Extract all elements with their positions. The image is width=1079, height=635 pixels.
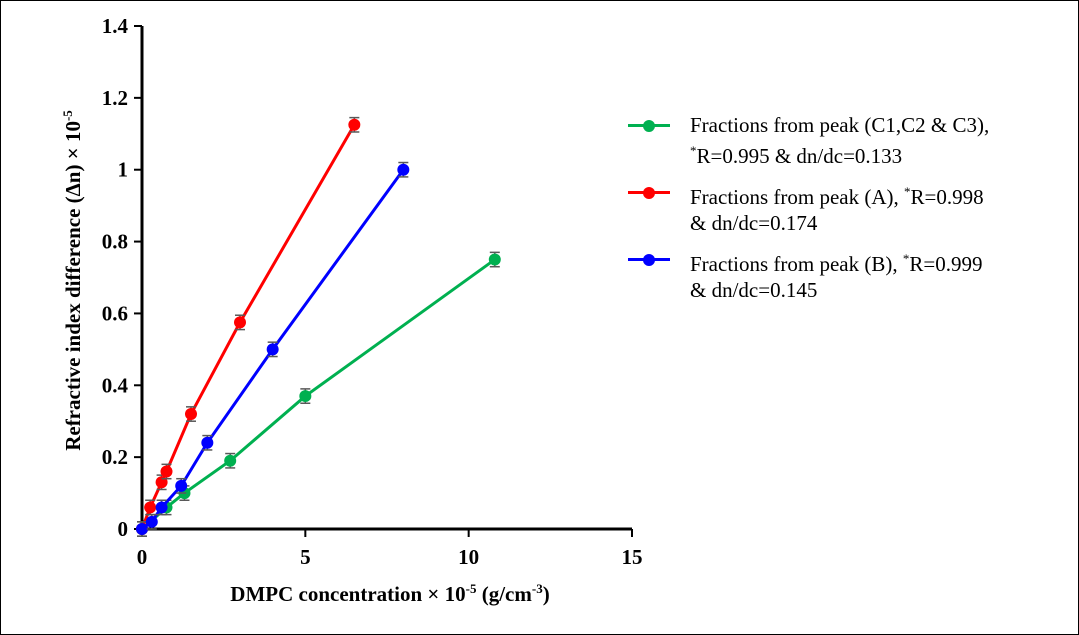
y-tick-label: 0.2 [102,445,128,469]
data-point [488,253,501,266]
legend-text-a: Fractions from peak (A), *R=0.998 & dn/d… [690,179,1068,236]
y-tick-label: 0.8 [102,230,128,254]
x-axis-title-unit-exp: -3 [532,581,543,596]
series-b [136,161,410,537]
legend-swatch-red [628,186,670,199]
data-point [234,316,246,329]
legend-c-asterisk: * [690,143,697,158]
data-point [136,523,148,535]
data-point [299,390,312,403]
data-point [145,515,158,528]
legend-text-c: Fractions from peak (C1,C2 & C3), *R=0.9… [690,112,1068,169]
y-axis-title: Refractive index difference (Δn) × 10-5 [60,110,85,451]
series-c-line [141,258,496,531]
legend-marker-green [643,119,655,132]
x-axis-title: DMPC concentration × 10-5 (g/cm-3) [230,581,549,606]
x-axis-title-unit: (g/cm [476,582,532,606]
legend-a-line2: & dn/dc=0.174 [690,211,818,235]
data-point [348,118,361,131]
data-point [185,408,197,421]
legend-marker-blue [643,253,655,266]
series-c [136,251,501,537]
y-tick-label: 1.2 [102,86,128,110]
legend-marker-red [643,186,655,199]
x-tick-label: 5 [300,545,311,569]
series-a-line [140,124,356,530]
legend-swatch-blue [628,253,670,266]
data-point [160,465,173,478]
legend-item-b: Fractions from peak (B), *R=0.999 & dn/d… [628,246,1068,303]
x-axis-title-main: DMPC concentration × 10 [230,582,465,606]
legend-b-line1: Fractions from peak (B), [690,252,903,276]
y-ticks: 0 0.2 0.4 0.6 0.8 1 1.2 1.4 [102,14,142,541]
y-tick-label: 0 [118,517,129,541]
x-ticks: 0 5 10 15 [137,529,643,569]
legend-item-c: Fractions from peak (C1,C2 & C3), *R=0.9… [628,112,1068,169]
legend-text-b: Fractions from peak (B), *R=0.999 & dn/d… [690,246,1068,303]
legend-a-r: R=0.998 [910,185,984,209]
legend-item-a: Fractions from peak (A), *R=0.998 & dn/d… [628,179,1068,236]
x-tick-label: 10 [458,545,479,569]
legend-swatch-green [628,119,670,132]
data-point [224,454,237,467]
legend-c-line2: R=0.995 & dn/dc=0.133 [696,144,903,168]
series-layer [136,116,501,537]
y-tick-label: 0.6 [102,301,128,325]
x-tick-label: 15 [622,545,643,569]
x-axis-title-unit-close: ) [543,582,550,606]
data-point [155,501,168,514]
data-point [144,501,157,514]
legend-b-line2: & dn/dc=0.145 [690,278,818,302]
legend-a-line1: Fractions from peak (A), [690,185,905,209]
y-tick-label: 1.4 [102,14,129,38]
legend: Fractions from peak (C1,C2 & C3), *R=0.9… [628,112,1068,313]
legend-c-line1: Fractions from peak (C1,C2 & C3), [690,113,990,137]
y-tick-label: 0.4 [102,373,129,397]
legend-b-asterisk: * [902,251,910,266]
y-tick-label: 1 [118,158,129,182]
legend-a-asterisk: * [904,184,911,199]
y-axis-title-exp: -5 [60,110,75,121]
axes [140,26,632,531]
legend-b-r: R=0.999 [909,252,983,276]
x-tick-label: 0 [137,545,148,569]
data-point [397,163,410,176]
data-point [266,343,279,356]
data-point [201,436,214,449]
x-axis-title-exp: -5 [466,581,477,596]
y-axis-title-main: Refractive index difference (Δn) × 10 [61,121,85,451]
data-point [175,479,188,492]
series-a [136,116,361,537]
